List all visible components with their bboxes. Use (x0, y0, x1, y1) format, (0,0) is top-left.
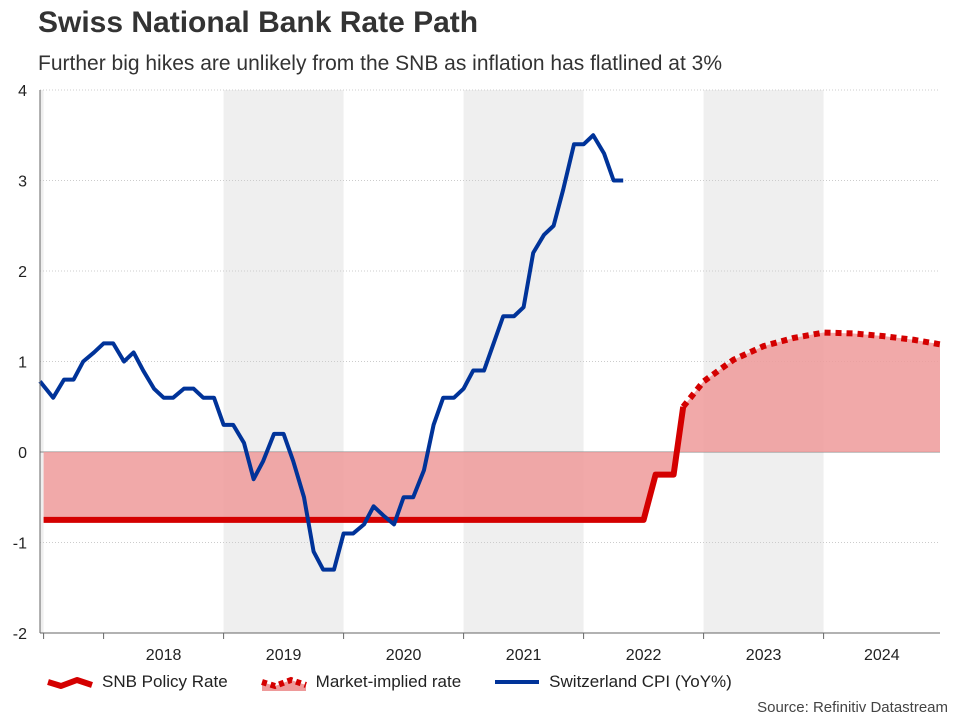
x-tick-label: 2022 (626, 647, 662, 664)
legend-item-market: Market-implied rate (260, 672, 462, 692)
market-swatch-icon (260, 676, 307, 691)
y-tick-label: -2 (13, 626, 27, 643)
cpi-line (38, 133, 624, 572)
y-tick-label: 2 (18, 264, 27, 281)
x-tick-label: 2020 (386, 647, 422, 664)
chart-subtitle: Further big hikes are unlikely from the … (38, 52, 723, 75)
legend-label-cpi: Switzerland CPI (YoY%) (549, 672, 732, 691)
chart-legend: SNB Policy Rate Market-implied rate Swit… (46, 672, 764, 692)
legend-label-market: Market-implied rate (315, 672, 462, 691)
x-tick-label: 2021 (506, 647, 542, 664)
cpi-swatch-icon (495, 680, 540, 684)
y-tick-label: 4 (18, 83, 27, 100)
legend-item-policy: SNB Policy Rate (46, 672, 228, 692)
y-tick-label: -1 (13, 536, 27, 553)
chart-title: Swiss National Bank Rate Path (38, 6, 479, 39)
y-tick-label: 0 (18, 445, 27, 462)
rate-area (43, 332, 941, 520)
market-implied-line (680, 329, 941, 409)
policy-rate-line (43, 406, 687, 523)
x-tick-label: 2019 (266, 647, 302, 664)
x-tick-label: 2018 (146, 647, 182, 664)
legend-item-cpi: Switzerland CPI (YoY%) (493, 672, 732, 692)
x-tick-label: 2023 (746, 647, 782, 664)
y-tick-label: 3 (18, 174, 27, 191)
source-note: Source: Refinitiv Datastream (757, 699, 948, 716)
year-band-2017 (40, 90, 44, 633)
x-tick-label: 2024 (864, 647, 900, 664)
legend-label-policy: SNB Policy Rate (102, 672, 228, 691)
y-tick-label: 1 (18, 355, 27, 372)
policy-swatch-icon (47, 677, 93, 689)
